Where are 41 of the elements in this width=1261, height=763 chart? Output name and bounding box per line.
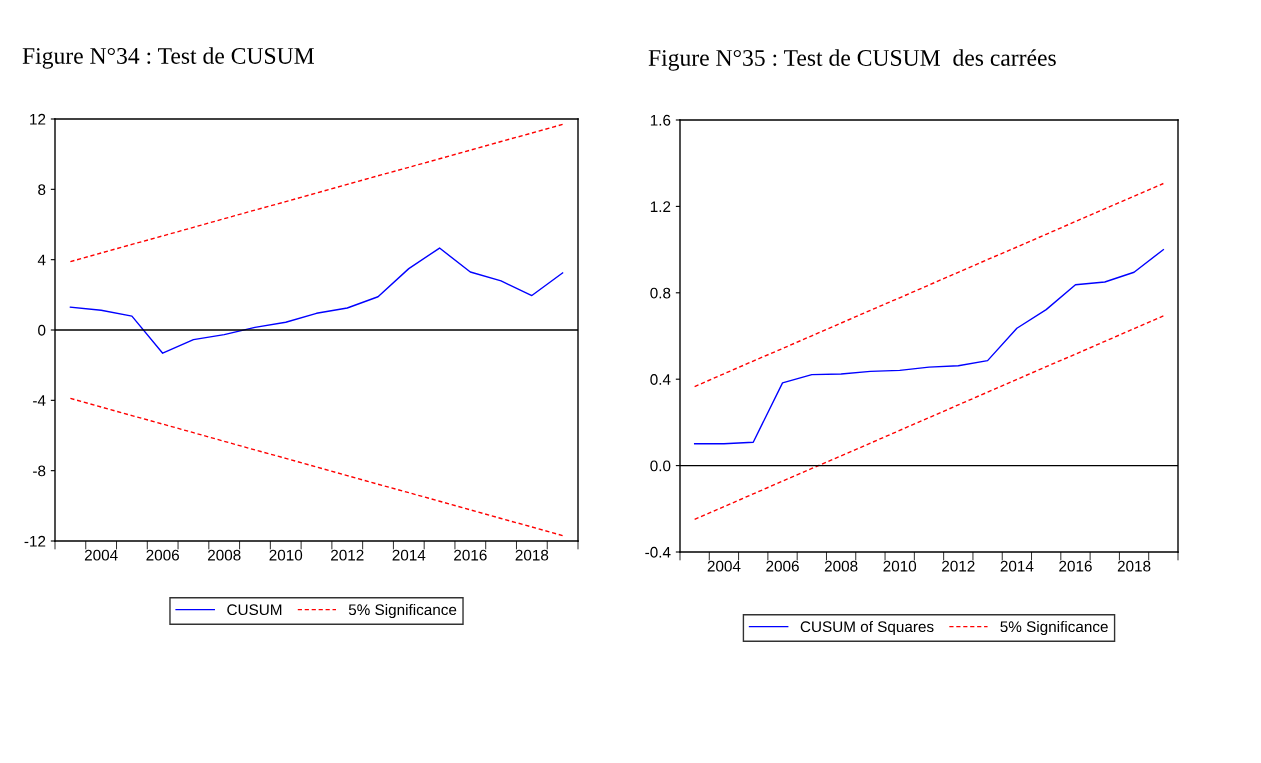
y-tick-label: 0.8 bbox=[650, 287, 671, 299]
y-tick-label: 12 bbox=[30, 113, 46, 125]
x-tick-label: 2012 bbox=[942, 560, 975, 572]
x-tick-label: 2008 bbox=[824, 560, 858, 572]
x-tick-label: 2004 bbox=[707, 560, 741, 572]
x-tick-label: 2010 bbox=[269, 549, 303, 561]
line-series bbox=[69, 123, 564, 263]
x-tick-label: 2016 bbox=[454, 549, 487, 561]
y-tick-label: -12 bbox=[24, 535, 46, 547]
y-tick-label: 4 bbox=[37, 254, 46, 266]
line-series bbox=[69, 397, 564, 537]
x-tick-label: 2014 bbox=[1000, 560, 1034, 572]
y-tick-label: 0.4 bbox=[650, 374, 671, 385]
legend-label: CUSUM bbox=[227, 604, 282, 616]
chart-title: Figure N°35 : Test de CUSUM des carrées bbox=[648, 49, 1056, 71]
x-tick-label: 2012 bbox=[331, 549, 364, 561]
line-series bbox=[693, 182, 1165, 388]
y-tick-label: 8 bbox=[38, 184, 46, 196]
x-tick-label: 2010 bbox=[883, 560, 917, 572]
x-tick-label: 2006 bbox=[766, 560, 799, 572]
y-tick-label: 1.6 bbox=[650, 114, 671, 126]
y-tick-label: 1.2 bbox=[650, 201, 671, 212]
y-tick-label: -4 bbox=[33, 395, 46, 406]
x-tick-label: 2004 bbox=[84, 549, 118, 561]
x-tick-label: 2008 bbox=[207, 549, 241, 561]
line-series bbox=[693, 248, 1165, 445]
chart-title: Figure N°34 : Test de CUSUM bbox=[22, 47, 314, 69]
y-tick-label: -0.4 bbox=[645, 546, 671, 558]
line-series bbox=[693, 315, 1165, 521]
line-series bbox=[69, 247, 564, 354]
x-tick-label: 2018 bbox=[515, 549, 549, 561]
y-tick-label: 0.0 bbox=[650, 460, 671, 472]
y-tick-label: -8 bbox=[33, 465, 46, 477]
x-tick-label: 2016 bbox=[1059, 560, 1092, 572]
legend-label: CUSUM of Squares bbox=[800, 620, 934, 636]
x-tick-label: 2018 bbox=[1117, 560, 1151, 572]
legend-label: 5% Significance bbox=[1000, 620, 1108, 636]
x-tick-label: 2014 bbox=[392, 549, 426, 561]
x-tick-label: 2006 bbox=[146, 549, 179, 561]
legend-label: 5% Significance bbox=[348, 603, 457, 619]
y-tick-label: 0 bbox=[38, 324, 46, 336]
